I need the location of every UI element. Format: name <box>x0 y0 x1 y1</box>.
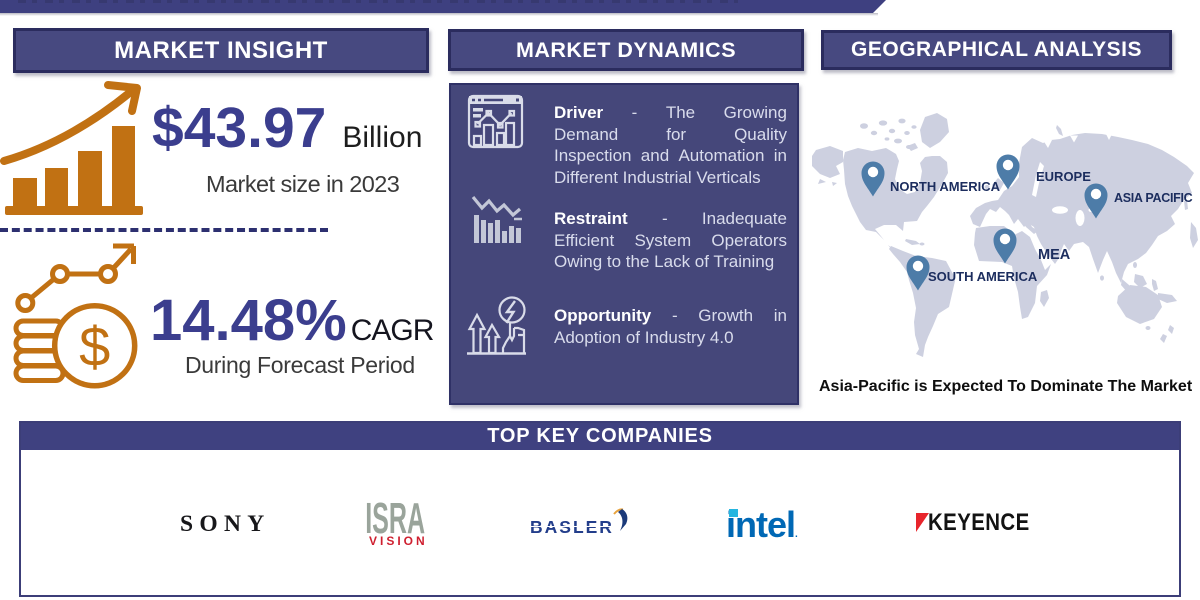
svg-text:$: $ <box>79 315 110 378</box>
